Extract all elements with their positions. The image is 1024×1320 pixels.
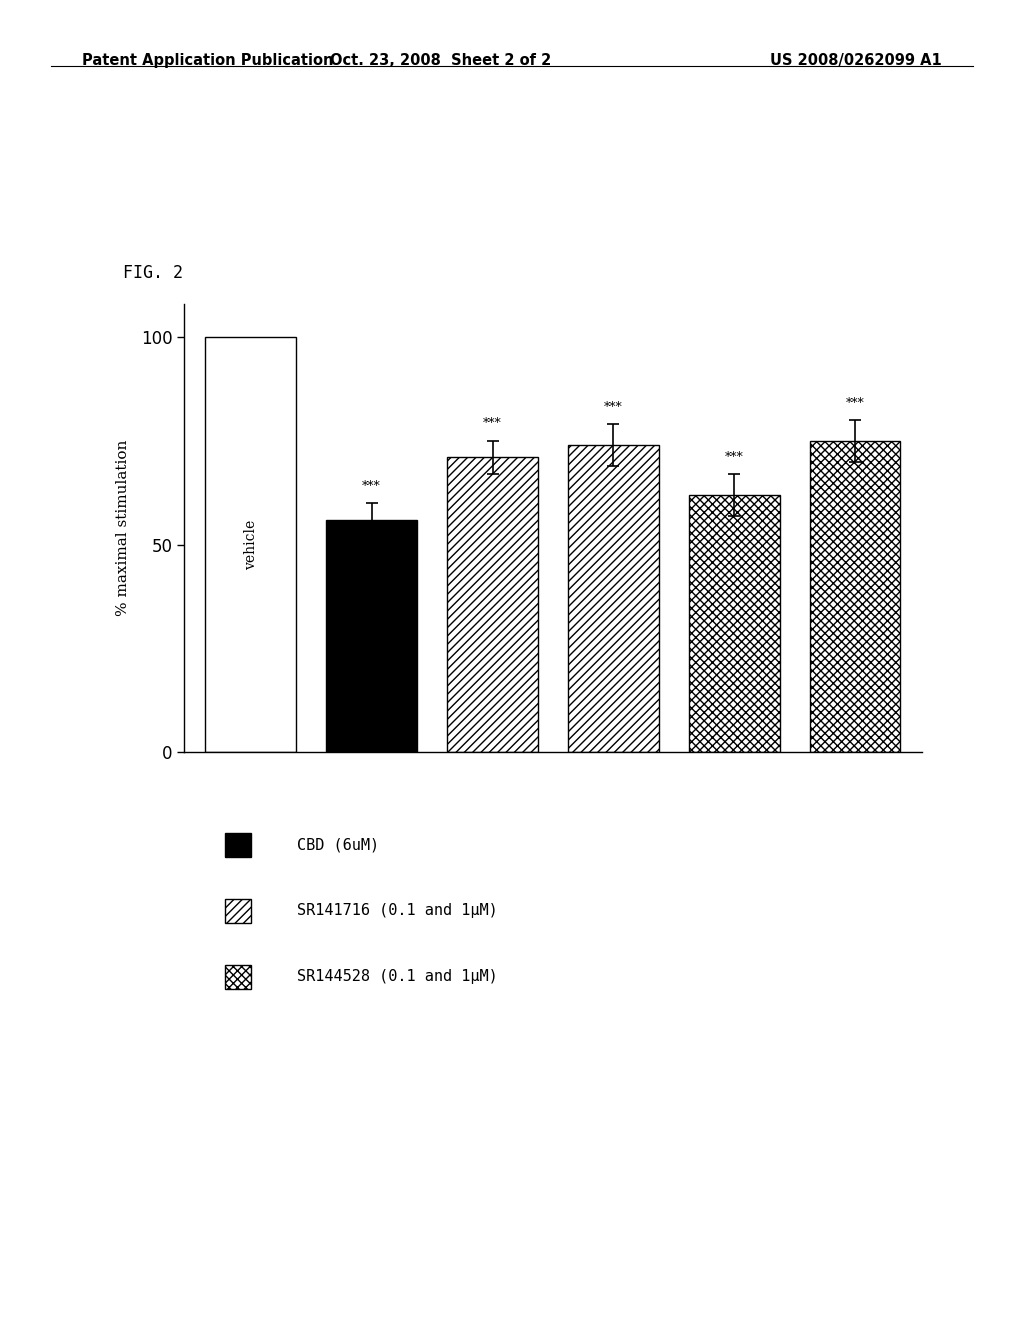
Bar — [447, 457, 538, 752]
Text: CBD (6uM): CBD (6uM) — [297, 837, 379, 853]
Text: SR144528 (0.1 and 1μM): SR144528 (0.1 and 1μM) — [297, 969, 498, 985]
Text: ***: *** — [725, 450, 743, 463]
Text: US 2008/0262099 A1: US 2008/0262099 A1 — [770, 53, 942, 67]
Text: vehicle: vehicle — [244, 520, 258, 570]
Text: ***: *** — [604, 401, 623, 413]
Bar — [810, 441, 900, 752]
Text: FIG. 2: FIG. 2 — [123, 264, 183, 282]
Text: ***: *** — [362, 479, 381, 492]
Text: ***: *** — [483, 417, 502, 430]
Bar — [689, 495, 779, 752]
Text: SR141716 (0.1 and 1μM): SR141716 (0.1 and 1μM) — [297, 903, 498, 919]
Text: Patent Application Publication: Patent Application Publication — [82, 53, 334, 67]
Text: Oct. 23, 2008  Sheet 2 of 2: Oct. 23, 2008 Sheet 2 of 2 — [330, 53, 551, 67]
Bar — [568, 445, 658, 752]
Y-axis label: % maximal stimulation: % maximal stimulation — [116, 440, 130, 616]
Bar — [327, 520, 417, 752]
Text: ***: *** — [846, 396, 864, 409]
Bar — [206, 337, 296, 752]
